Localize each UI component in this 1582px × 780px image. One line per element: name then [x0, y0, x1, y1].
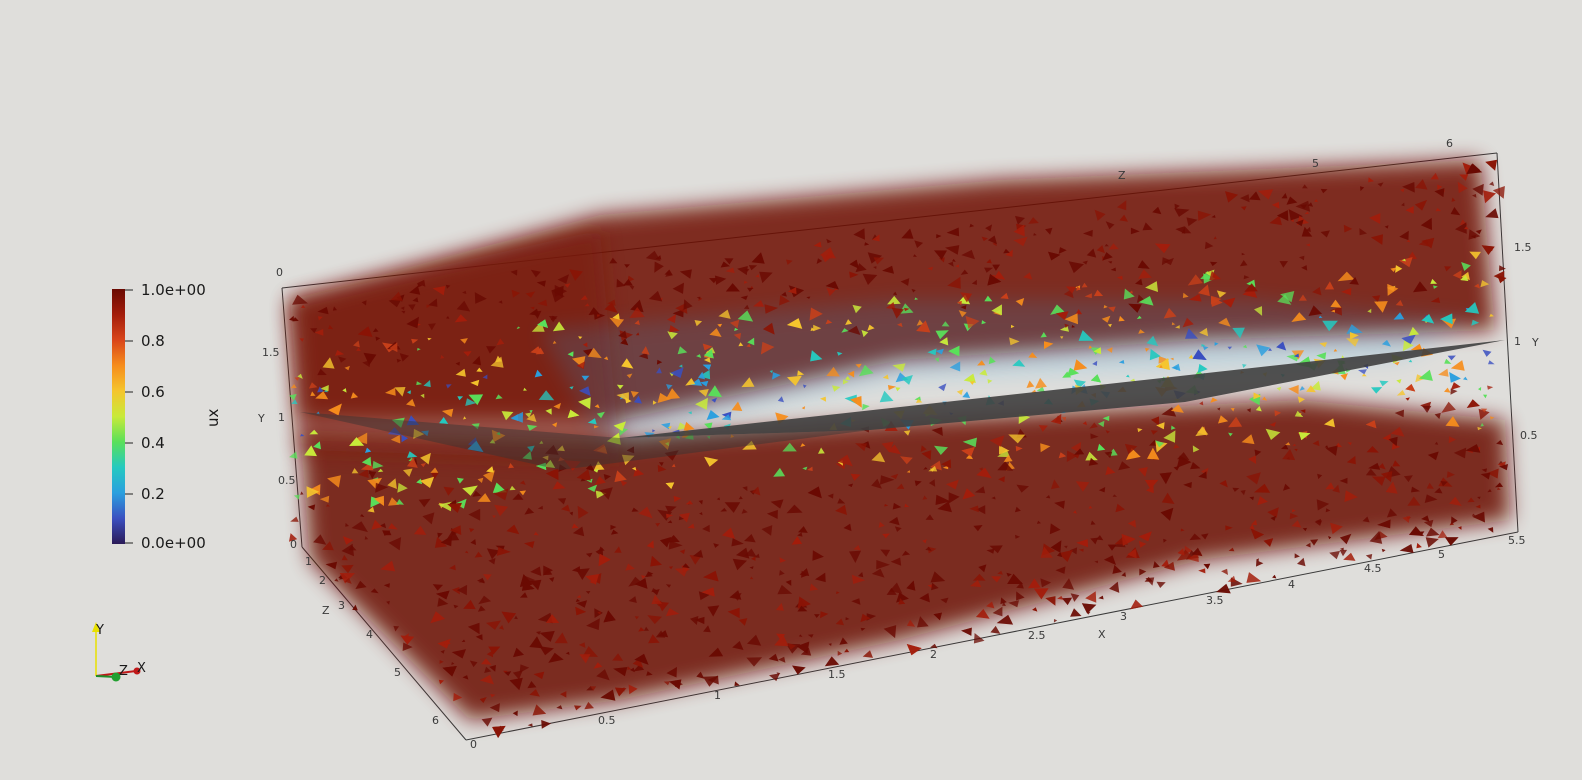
axis-x-ticks: 0 0.5 1 1.5 2 2.5 3 3.5 4 4.5 5 5.5 X — [470, 534, 1526, 751]
colorbar-label: 0.4 — [141, 434, 165, 452]
axis-z-ticks: 1 2 3 4 5 6 Z 0 5 6 Z — [276, 137, 1453, 727]
x-tick: 1 — [714, 689, 721, 702]
x-tick: 0 — [470, 738, 477, 751]
axis-y-ticks-left: 0 0.5 1 1.5 Y — [257, 346, 297, 551]
colorbar-gradient — [112, 289, 125, 544]
z-tick: 2 — [319, 574, 326, 587]
x-tick: 4.5 — [1364, 562, 1382, 575]
x-tick: 2.5 — [1028, 629, 1046, 642]
x-tick: 5 — [1438, 548, 1445, 561]
x-arrowhead-icon — [133, 667, 141, 675]
x-axis-title: X — [1098, 628, 1106, 641]
colorbar-label: 0.0e+00 — [141, 534, 206, 552]
axis-y-ticks-right: 0.5 1 1.5 Y — [1514, 241, 1539, 442]
z-axis-title: Z — [1118, 169, 1126, 182]
isosurface-fragments — [289, 159, 1508, 738]
y-axis-title: Y — [257, 412, 265, 425]
x-tick: 3.5 — [1206, 594, 1224, 607]
z-tick: 0 — [276, 266, 283, 279]
orientation-z-label: Z — [119, 664, 128, 679]
z-tick: 1 — [305, 555, 312, 568]
color-legend[interactable]: 1.0e+00 0.8 0.6 0.4 0.2 0.0e+00 ux — [112, 281, 222, 552]
z-tick: 6 — [432, 714, 439, 727]
x-tick: 2 — [930, 648, 937, 661]
x-tick: 0.5 — [598, 714, 616, 727]
x-tick: 5.5 — [1508, 534, 1526, 547]
orientation-axes[interactable]: Y Z X — [92, 622, 146, 682]
y-tick: 1.5 — [262, 346, 280, 359]
x-tick: 1.5 — [828, 668, 846, 681]
orientation-y-label: Y — [95, 623, 104, 638]
y-tick: 1 — [1514, 335, 1521, 348]
y-axis-title: Y — [1531, 336, 1539, 349]
isosurface-layer — [289, 159, 1510, 738]
x-tick: 4 — [1288, 578, 1295, 591]
z-tick: 6 — [1446, 137, 1453, 150]
z-axis-title: Z — [322, 604, 330, 617]
colorbar-label: 0.2 — [141, 485, 165, 503]
z-tick: 3 — [338, 599, 345, 612]
colorbar-label: 1.0e+00 — [141, 281, 206, 299]
colorbar-label: 0.6 — [141, 383, 165, 401]
y-tick: 1 — [278, 411, 285, 424]
z-tick: 4 — [366, 628, 373, 641]
y-arrowhead-icon — [92, 622, 100, 632]
y-tick: 0 — [290, 538, 297, 551]
y-tick: 0.5 — [278, 474, 296, 487]
slice-plane-shadow — [300, 412, 870, 470]
z-tick: 5 — [394, 666, 401, 679]
y-tick: 1.5 — [1514, 241, 1532, 254]
z-tick: 5 — [1312, 157, 1319, 170]
colorbar-label: 0.8 — [141, 332, 165, 350]
z-arrowhead-icon — [111, 672, 121, 682]
y-tick: 0.5 — [1520, 429, 1538, 442]
x-tick: 3 — [1120, 610, 1127, 623]
colorbar-title: ux — [204, 408, 222, 427]
slice-plane — [620, 340, 1505, 438]
orientation-x-label: X — [137, 661, 146, 676]
